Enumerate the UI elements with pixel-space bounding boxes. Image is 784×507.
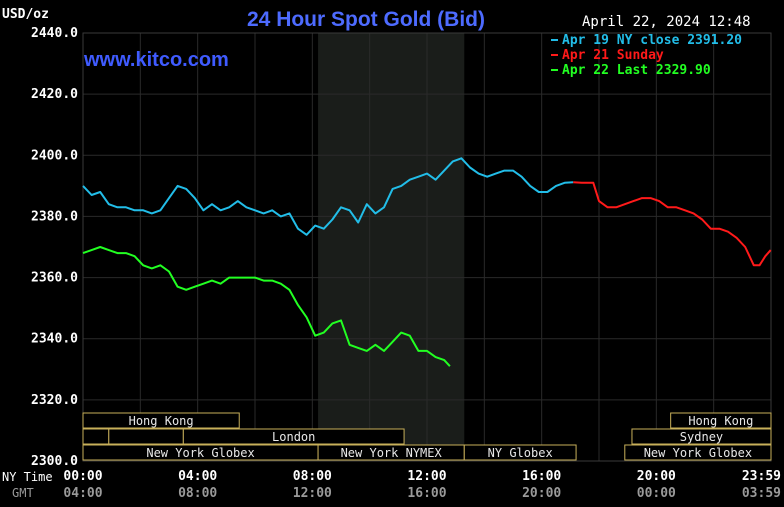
series-line-0 [82, 157, 574, 236]
gmt-label: GMT [12, 486, 34, 500]
y-tick-label: 2300.0 [31, 454, 78, 469]
x-tick-label-gmt: 04:00 [63, 486, 102, 501]
nymex-shaded-region [318, 33, 465, 461]
x-tick-label-ny: 12:00 [407, 469, 446, 484]
session-box [82, 428, 110, 445]
session-box [624, 444, 772, 461]
session-box [463, 444, 577, 461]
x-tick-label-ny: 20:00 [637, 469, 676, 484]
y-tick-label: 2360.0 [31, 271, 78, 286]
plot-frame [82, 32, 772, 462]
series-line-2 [82, 246, 451, 367]
x-tick-label-ny: 00:00 [63, 469, 102, 484]
y-axis-unit-label: USD/oz [2, 7, 49, 22]
chart-title: 24 Hour Spot Gold (Bid) [247, 8, 485, 31]
x-tick-label-ny: 04:00 [178, 469, 217, 484]
session-label: Sydney [680, 430, 723, 444]
ny-time-label: NY Time [2, 470, 53, 484]
y-tick-label: 2340.0 [31, 332, 78, 347]
session-box [670, 412, 772, 429]
x-tick-label-gmt: 12:00 [293, 486, 332, 501]
y-tick-label: 2440.0 [31, 26, 78, 41]
x-tick-label-gmt: 20:00 [522, 486, 561, 501]
session-label: New York Globex [644, 446, 752, 460]
series-line-1 [573, 181, 772, 267]
x-tick-label-gmt: 08:00 [178, 486, 217, 501]
x-tick-label-ny: 16:00 [522, 469, 561, 484]
legend-entry: Apr 19 NY close 2391.20 [562, 33, 742, 48]
session-label: New York Globex [146, 446, 254, 460]
session-label: London [272, 430, 315, 444]
session-box [108, 428, 184, 445]
session-box [631, 428, 772, 445]
y-tick-label: 2380.0 [31, 209, 78, 224]
session-label: Hong Kong [129, 414, 194, 428]
session-label: Hong Kong [688, 414, 753, 428]
x-tick-label-gmt: 00:00 [637, 486, 676, 501]
session-label: NY Globex [488, 446, 553, 460]
session-box [182, 428, 405, 445]
x-tick-label-ny: 23:59 [742, 469, 781, 484]
x-tick-label-gmt: 16:00 [407, 486, 446, 501]
legend-entry: Apr 21 Sunday [562, 48, 664, 63]
chart-timestamp: April 22, 2024 12:48 [582, 14, 751, 30]
session-box [82, 412, 240, 429]
session-label: New York NYMEX [341, 446, 443, 460]
y-tick-label: 2320.0 [31, 393, 78, 408]
x-tick-label-ny: 08:00 [293, 469, 332, 484]
y-tick-label: 2400.0 [31, 148, 78, 163]
site-watermark: www.kitco.com [83, 49, 229, 71]
x-tick-label-gmt: 03:59 [742, 486, 781, 501]
y-tick-label: 2420.0 [31, 87, 78, 102]
legend-entry: Apr 22 Last 2329.90 [562, 63, 711, 78]
